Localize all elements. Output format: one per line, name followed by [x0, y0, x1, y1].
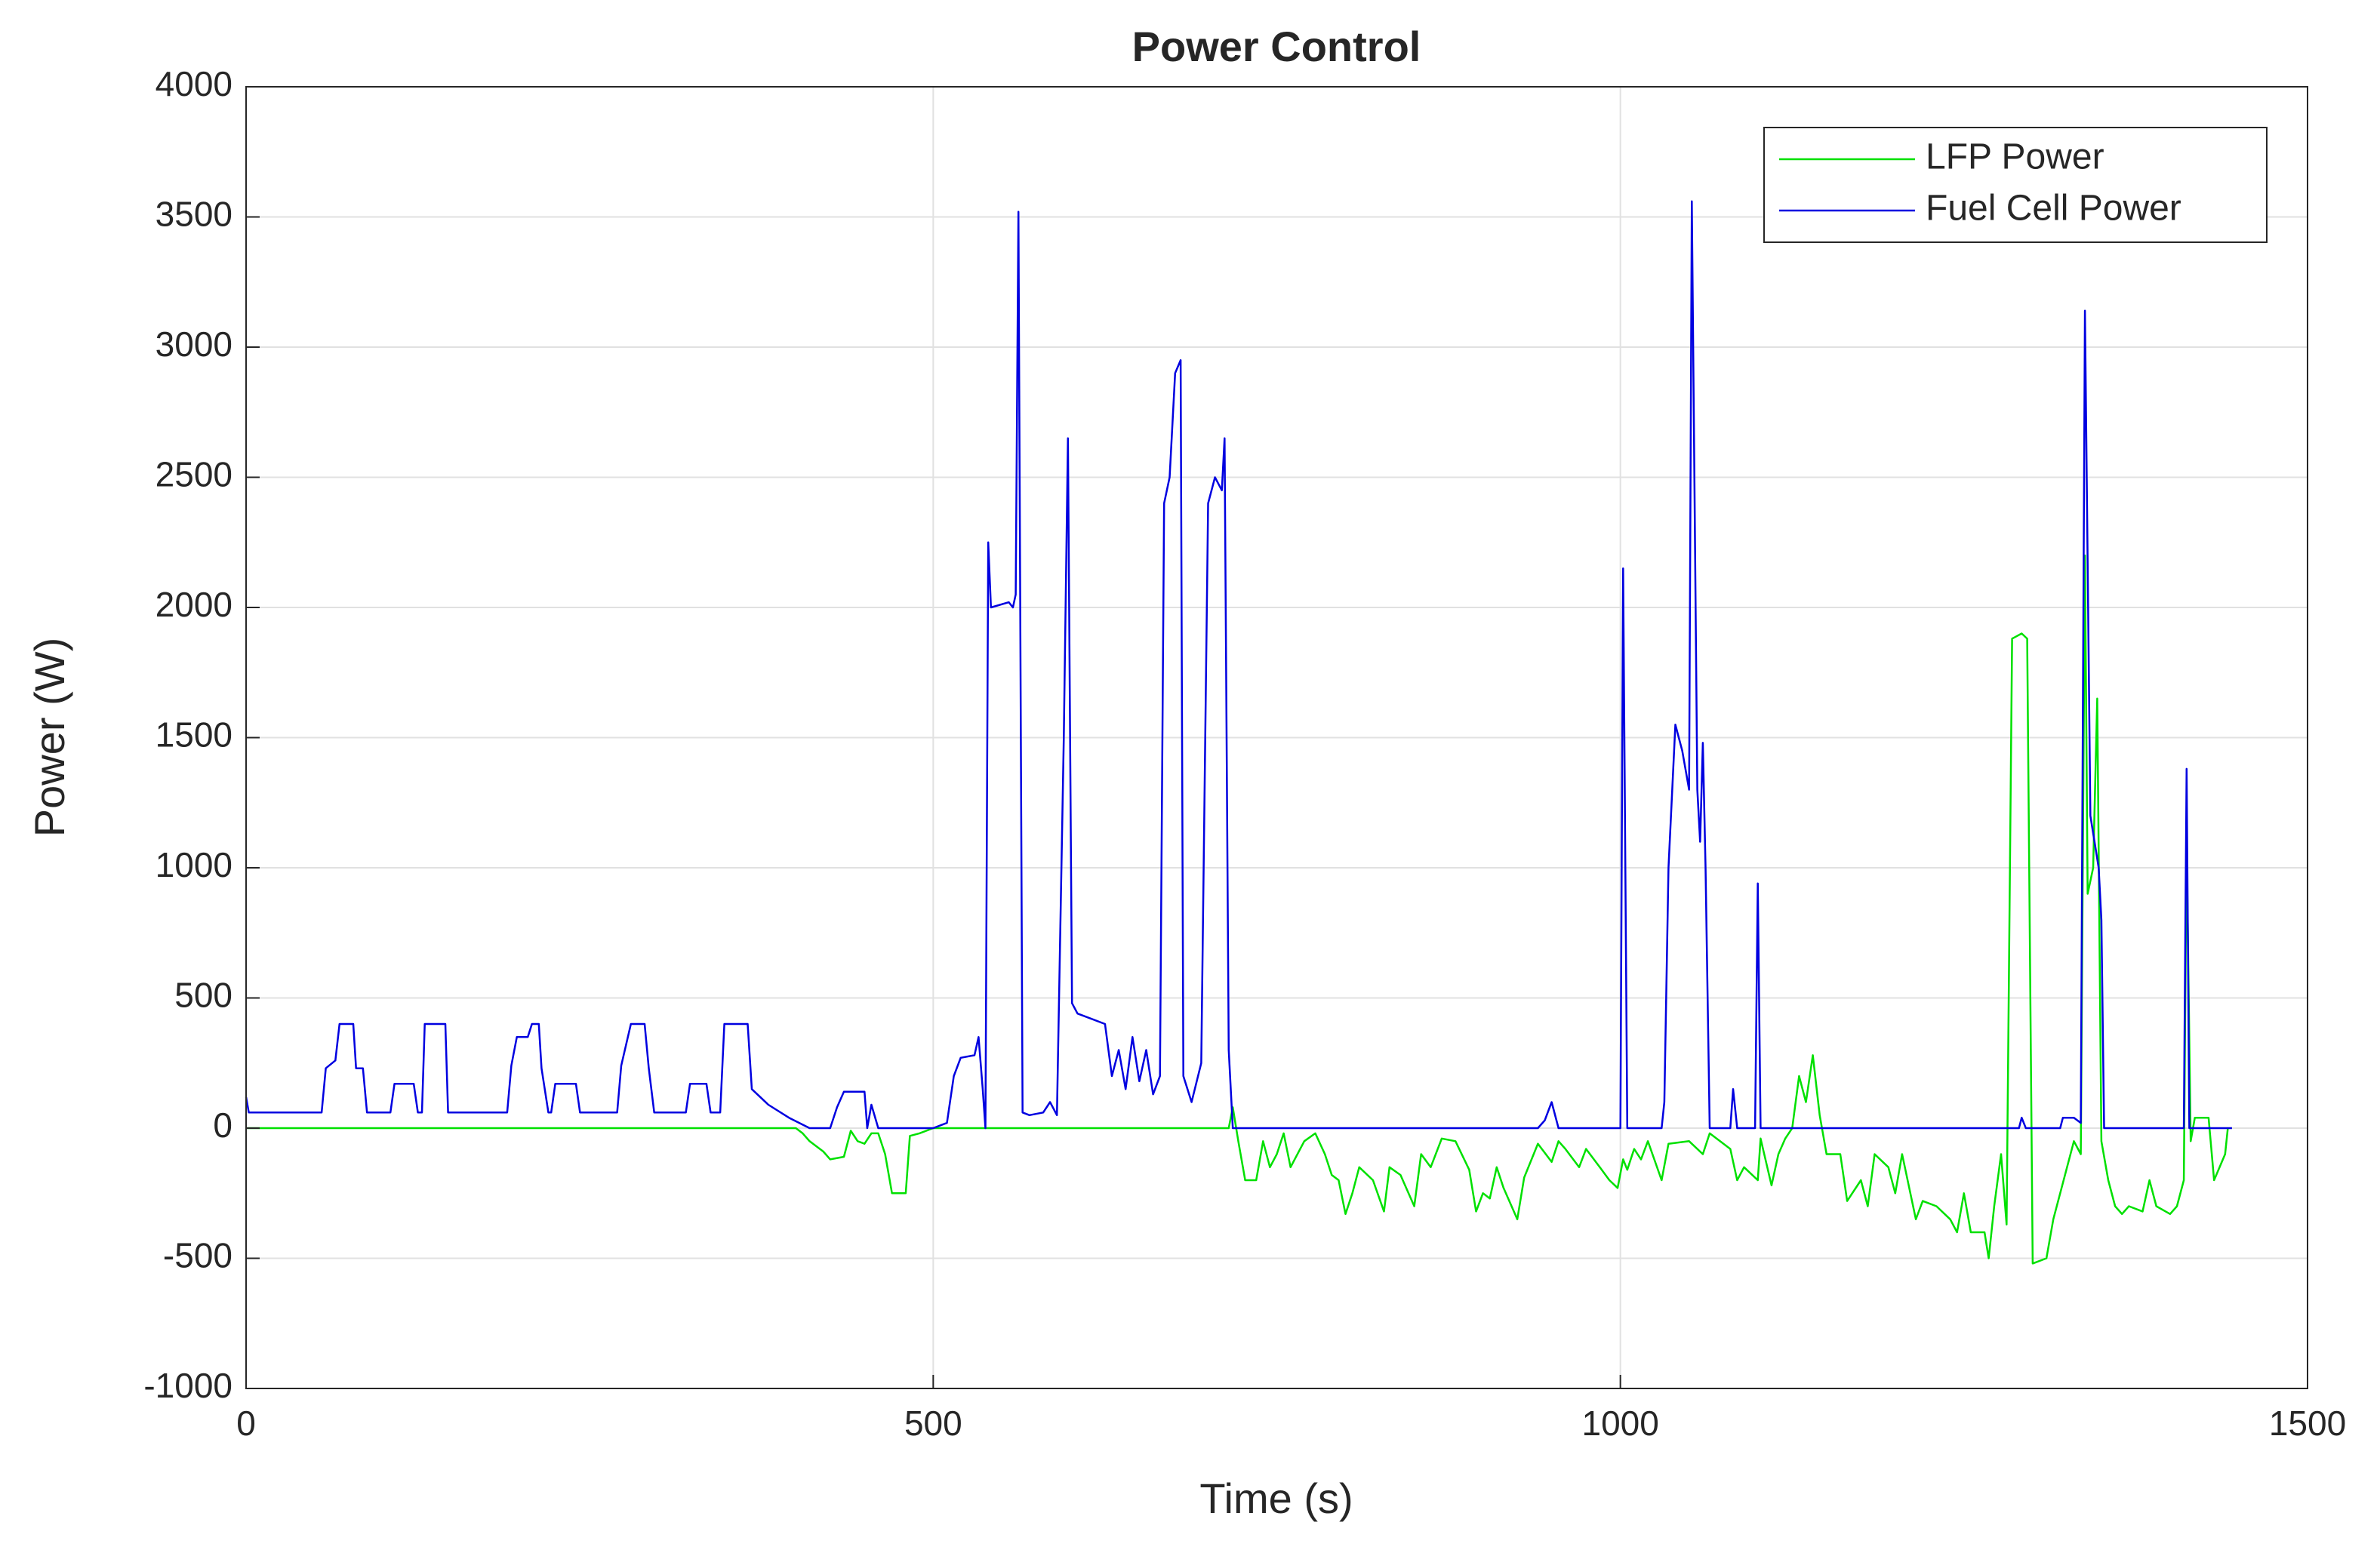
- axes: 0 500 1000 1500 -1000 -500 0 500 1000 1500 2000 250…: [143, 64, 2346, 1443]
- y-tick-label: 2000: [155, 585, 232, 624]
- y-tick-label: -500: [163, 1236, 232, 1275]
- y-tick-label: 4000: [155, 64, 232, 103]
- x-tick-label: 1000: [1581, 1404, 1658, 1443]
- legend-box: [1763, 127, 2268, 243]
- y-tick-label: 3500: [155, 195, 232, 234]
- legend: LFP Power Fuel Cell Power: [1763, 127, 2268, 243]
- chart-title: Power Control: [1132, 23, 1421, 70]
- y-tick-label: 500: [174, 976, 232, 1015]
- y-tick-label: 1000: [155, 845, 232, 884]
- series-line: [245, 200, 2232, 1130]
- y-tick-label: 3000: [155, 324, 232, 364]
- legend-label: Fuel Cell Power: [1926, 189, 2181, 229]
- y-tick-label: 0: [213, 1105, 232, 1145]
- x-tick-label: 500: [904, 1404, 962, 1443]
- axes-box: [245, 86, 2308, 1389]
- plot-lines: [245, 200, 2232, 1265]
- series-line: [246, 554, 2229, 1265]
- legend-label: LFP Power: [1926, 137, 2104, 177]
- y-axis-label: Power (W): [26, 638, 73, 837]
- y-tick-label: 2500: [155, 455, 232, 494]
- y-tick-label: 1500: [155, 715, 232, 755]
- x-tick-label: 1500: [2269, 1404, 2346, 1443]
- y-tick-label: -1000: [143, 1366, 232, 1405]
- x-axis-label: Time (s): [1199, 1474, 1353, 1522]
- x-tick-label: 0: [236, 1404, 256, 1443]
